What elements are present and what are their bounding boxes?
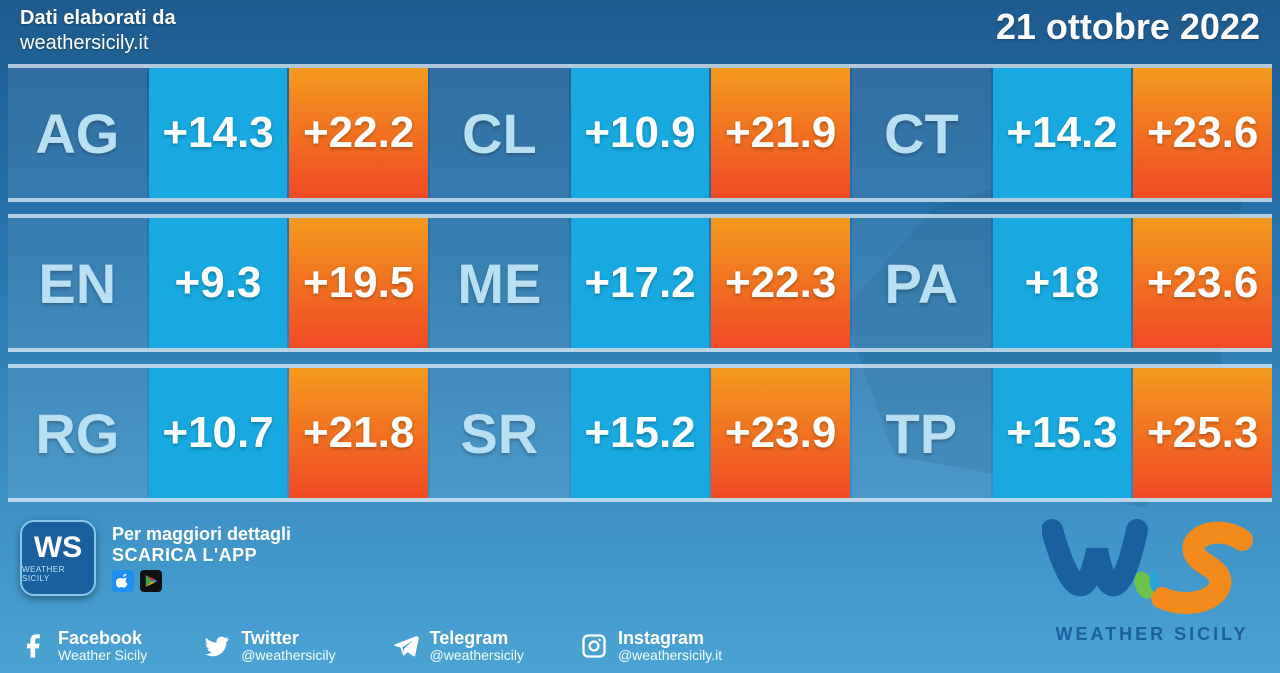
telegram-label: Telegram (430, 629, 524, 648)
telegram-handle: @weathersicily (430, 648, 524, 663)
source-label: Dati elaborati da (20, 6, 176, 31)
province-code: CT (852, 68, 991, 198)
instagram-icon (580, 632, 608, 660)
province-code: PA (852, 218, 991, 348)
temp-min: +10.9 (571, 68, 710, 198)
instagram-label: Instagram (618, 629, 722, 648)
facebook-label: Facebook (58, 629, 147, 648)
promo-line2: SCARICA L'APP (112, 545, 291, 566)
province-code: RG (8, 368, 147, 498)
temp-min: +15.2 (571, 368, 710, 498)
province-code: CL (430, 68, 569, 198)
grid-row: EN+9.3+19.5ME+17.2+22.3PA+18+23.6 (8, 214, 1272, 352)
ws-logo-caption: WEATHER SICILY (1042, 624, 1262, 645)
source-site: weathersicily.it (20, 31, 176, 56)
twitter-label: Twitter (241, 629, 335, 648)
promo-line1: Per maggiori dettagli (112, 524, 291, 545)
province-code: ME (430, 218, 569, 348)
twitter-handle: @weathersicily (241, 648, 335, 663)
temp-min: +15.3 (993, 368, 1132, 498)
temp-max: +21.8 (289, 368, 428, 498)
facebook-handle: Weather Sicily (58, 648, 147, 663)
telegram-icon (392, 632, 420, 660)
facebook-link[interactable]: Facebook Weather Sicily (20, 629, 147, 663)
province-code: EN (8, 218, 147, 348)
store-icons (112, 570, 291, 592)
facebook-icon (20, 632, 48, 660)
province-code: SR (430, 368, 569, 498)
temp-max: +21.9 (711, 68, 850, 198)
telegram-link[interactable]: Telegram @weathersicily (392, 629, 524, 663)
temperature-grid: AG+14.3+22.2CL+10.9+21.9CT+14.2+23.6EN+9… (8, 64, 1272, 502)
ws-badge-caption: WEATHER SICILY (22, 565, 94, 583)
twitter-link[interactable]: Twitter @weathersicily (203, 629, 335, 663)
temp-max: +22.3 (711, 218, 850, 348)
province-code: TP (852, 368, 991, 498)
temp-max: +22.2 (289, 68, 428, 198)
playstore-icon (140, 570, 162, 592)
province-code: AG (8, 68, 147, 198)
temp-min: +18 (993, 218, 1132, 348)
appstore-icon (112, 570, 134, 592)
instagram-handle: @weathersicily.it (618, 648, 722, 663)
ws-logo: WEATHER SICILY (1042, 510, 1262, 645)
temp-min: +10.7 (149, 368, 288, 498)
grid-row: AG+14.3+22.2CL+10.9+21.9CT+14.2+23.6 (8, 64, 1272, 202)
twitter-icon (203, 632, 231, 660)
temp-max: +23.6 (1133, 68, 1272, 198)
temp-min: +14.3 (149, 68, 288, 198)
grid-row: RG+10.7+21.8SR+15.2+23.9TP+15.3+25.3 (8, 364, 1272, 502)
ws-badge-text: WS (34, 533, 82, 563)
temp-min: +17.2 (571, 218, 710, 348)
ws-app-badge: WS WEATHER SICILY (20, 520, 96, 596)
temp-max: +23.9 (711, 368, 850, 498)
temp-max: +23.6 (1133, 218, 1272, 348)
temp-min: +14.2 (993, 68, 1132, 198)
header: Dati elaborati da weathersicily.it 21 ot… (0, 0, 1280, 56)
date-label: 21 ottobre 2022 (996, 6, 1260, 48)
temp-max: +19.5 (289, 218, 428, 348)
temp-max: +25.3 (1133, 368, 1272, 498)
temp-min: +9.3 (149, 218, 288, 348)
instagram-link[interactable]: Instagram @weathersicily.it (580, 629, 722, 663)
